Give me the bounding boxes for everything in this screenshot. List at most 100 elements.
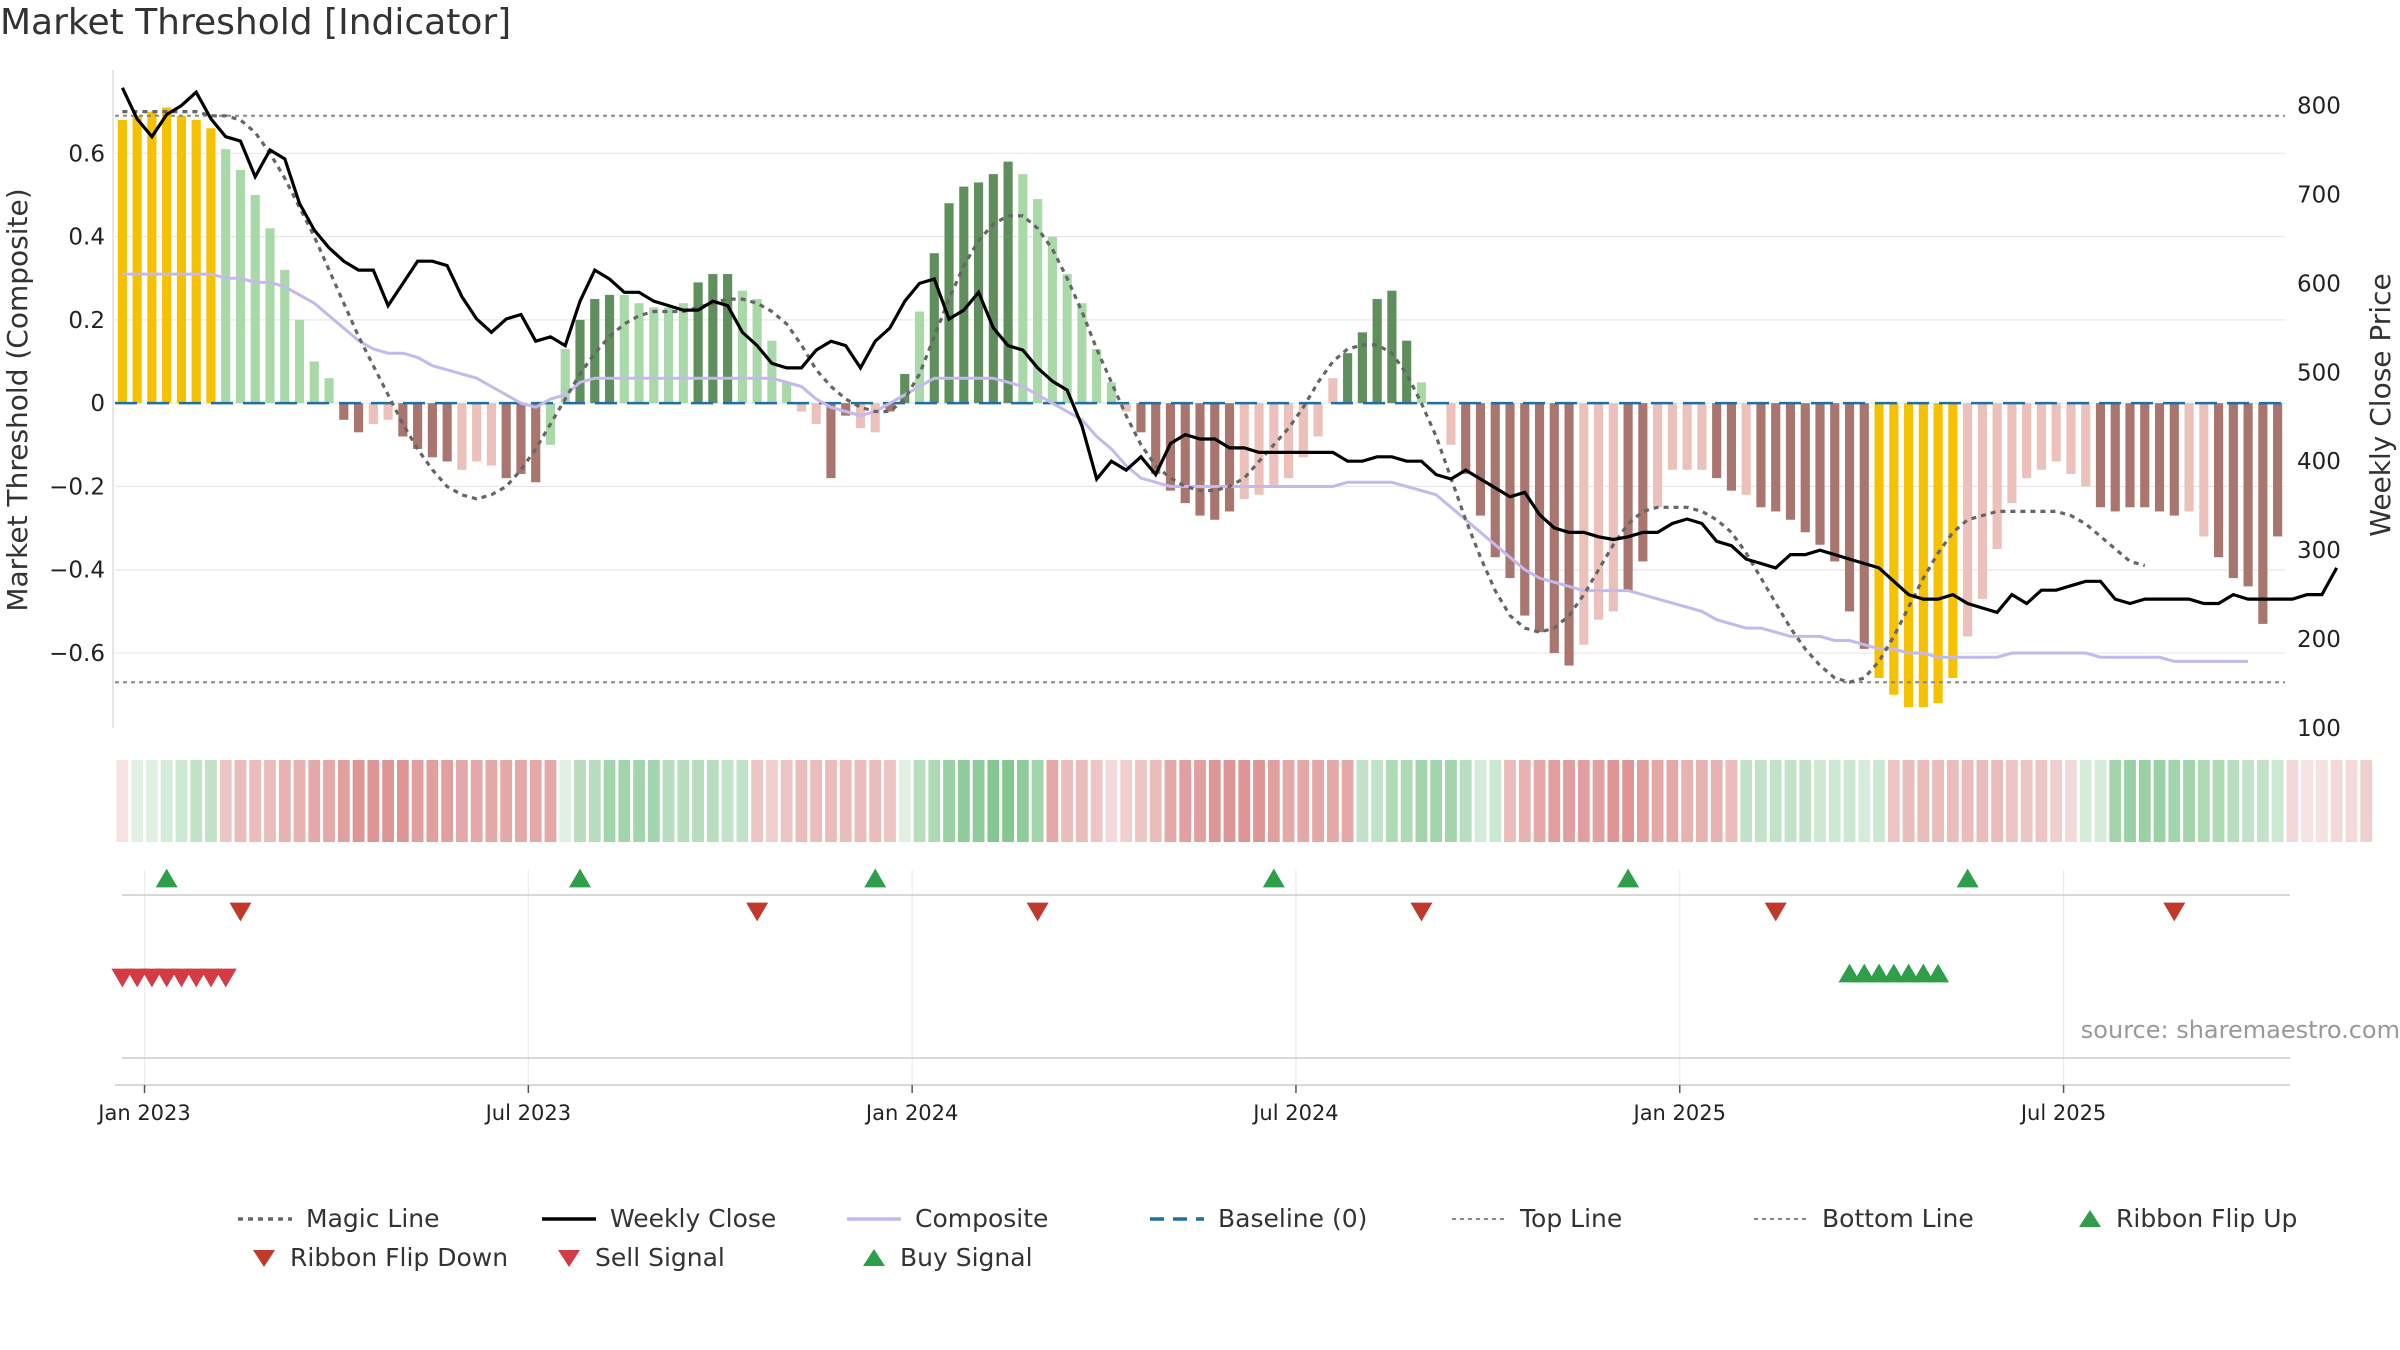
composite-bar	[1121, 403, 1131, 412]
ribbon-cell	[396, 760, 409, 842]
ribbon-cell	[1135, 760, 1147, 842]
composite-bar	[590, 299, 600, 404]
ribbon-cell	[529, 760, 542, 842]
legend-item-sell: Sell Signal	[555, 1243, 725, 1272]
ribbon-cell	[293, 760, 306, 842]
composite-bar	[767, 340, 777, 404]
ribbon-cell	[2197, 760, 2210, 842]
composite-bar	[1830, 403, 1840, 562]
ribbon-cell	[1932, 760, 1944, 842]
ribbon-cell	[1238, 760, 1251, 842]
right-tick-label: 800	[2297, 94, 2341, 120]
ribbon-cell	[234, 760, 247, 842]
ribbon-cell	[2227, 760, 2240, 842]
ribbon-cell	[1282, 760, 1295, 842]
composite-bar	[339, 403, 349, 420]
legend-icon-solid-line	[847, 1216, 901, 1221]
ribbon-cell	[2079, 760, 2092, 842]
ribbon-cell	[1887, 760, 1900, 842]
ribbon-cell	[1061, 760, 1074, 842]
ribbon-cell	[1961, 760, 1974, 842]
ribbon-cell	[1651, 760, 1664, 842]
ribbon-cell	[1563, 760, 1575, 842]
composite-bar	[1062, 274, 1072, 404]
ribbon-cell	[1504, 760, 1516, 842]
legend-icon-solid-line	[542, 1216, 596, 1221]
ribbon-cell	[1179, 760, 1192, 842]
left-tick-label: −0.6	[49, 641, 105, 667]
legend-icon-triangle-down	[253, 1249, 275, 1267]
ribbon-cell	[1799, 760, 1812, 842]
chart-title: Market Threshold [Indicator]	[0, 2, 512, 43]
composite-bar	[2081, 403, 2091, 487]
left-tick-label: 0.4	[68, 225, 105, 251]
sell-signal-marker	[140, 968, 163, 988]
legend-item-composite: Composite	[845, 1204, 1048, 1233]
composite-bar	[988, 174, 998, 404]
ribbon-flip-down-marker	[229, 902, 252, 922]
ribbon-cell	[1710, 760, 1723, 842]
ribbon-cell	[1636, 760, 1649, 842]
legend-label: Baseline (0)	[1218, 1204, 1368, 1233]
legend-icon-triangle-down	[558, 1249, 580, 1267]
ribbon-cell	[116, 760, 129, 842]
sell-signal-marker	[170, 968, 193, 988]
x-tick-label: Jan 2024	[864, 1101, 959, 1125]
composite-bar	[1092, 349, 1102, 404]
composite-bar	[870, 403, 880, 433]
ribbon-cell	[987, 760, 1000, 842]
composite-bar	[235, 169, 246, 404]
ribbon-cell	[1607, 760, 1620, 842]
composite-bar	[2125, 403, 2135, 508]
composite-bar	[2243, 403, 2253, 587]
ribbon-flip-down-marker	[1026, 902, 1049, 922]
composite-bar	[1903, 403, 1914, 708]
magic-line	[122, 110, 2146, 684]
ribbon-cell	[1991, 760, 2004, 842]
composite-bar	[457, 403, 467, 470]
ribbon-cell	[160, 760, 173, 842]
composite-bar	[2228, 403, 2238, 579]
ribbon-flip-down-marker	[1410, 902, 1433, 922]
ribbon-cell	[1031, 760, 1044, 842]
ribbon-cell	[278, 760, 291, 842]
ribbon-cell	[2035, 760, 2048, 842]
ribbon-cell	[721, 760, 734, 842]
ribbon-cell	[647, 760, 660, 842]
legend-label: Sell Signal	[595, 1243, 725, 1272]
ribbon-flip-down-marker	[1764, 902, 1787, 922]
composite-bar	[1815, 403, 1825, 545]
composite-bar	[841, 403, 851, 416]
composite-bar	[1653, 403, 1663, 508]
ribbon-cell	[1386, 760, 1398, 842]
composite-bar	[1387, 290, 1397, 404]
composite-bar	[1667, 403, 1677, 470]
composite-bar	[1298, 403, 1308, 458]
composite-bar	[1859, 403, 1869, 649]
composite-bar	[1018, 174, 1028, 404]
ribbon-cell	[1946, 760, 1959, 842]
composite-bar	[191, 119, 201, 404]
ribbon-cell	[2212, 760, 2225, 842]
ribbon-cell	[1666, 760, 1679, 842]
x-tick-label: Jan 2025	[1632, 1101, 1727, 1125]
ribbon-cell	[1267, 760, 1280, 842]
composite-bar	[1003, 161, 1013, 404]
composite-bar	[1283, 403, 1294, 479]
ribbon-cell	[1149, 760, 1162, 842]
composite-bar	[619, 294, 629, 404]
right-tick-label: 100	[2297, 716, 2341, 742]
ribbon-cell	[146, 760, 158, 842]
composite-bar	[811, 403, 821, 424]
ribbon-cell	[544, 760, 557, 842]
ribbon-cell	[2124, 760, 2136, 842]
legend-item-bottom: Bottom Line	[1752, 1204, 1974, 1233]
right-tick-label: 300	[2297, 538, 2341, 564]
ribbon-cell	[633, 760, 645, 842]
composite-bar	[1254, 403, 1264, 495]
ribbon-cell	[337, 760, 350, 842]
composite-bar	[575, 319, 585, 404]
legend-item-flip_up: Ribbon Flip Up	[2076, 1204, 2297, 1233]
ribbon-cell	[1858, 760, 1871, 842]
composite-bar	[1889, 403, 1899, 695]
